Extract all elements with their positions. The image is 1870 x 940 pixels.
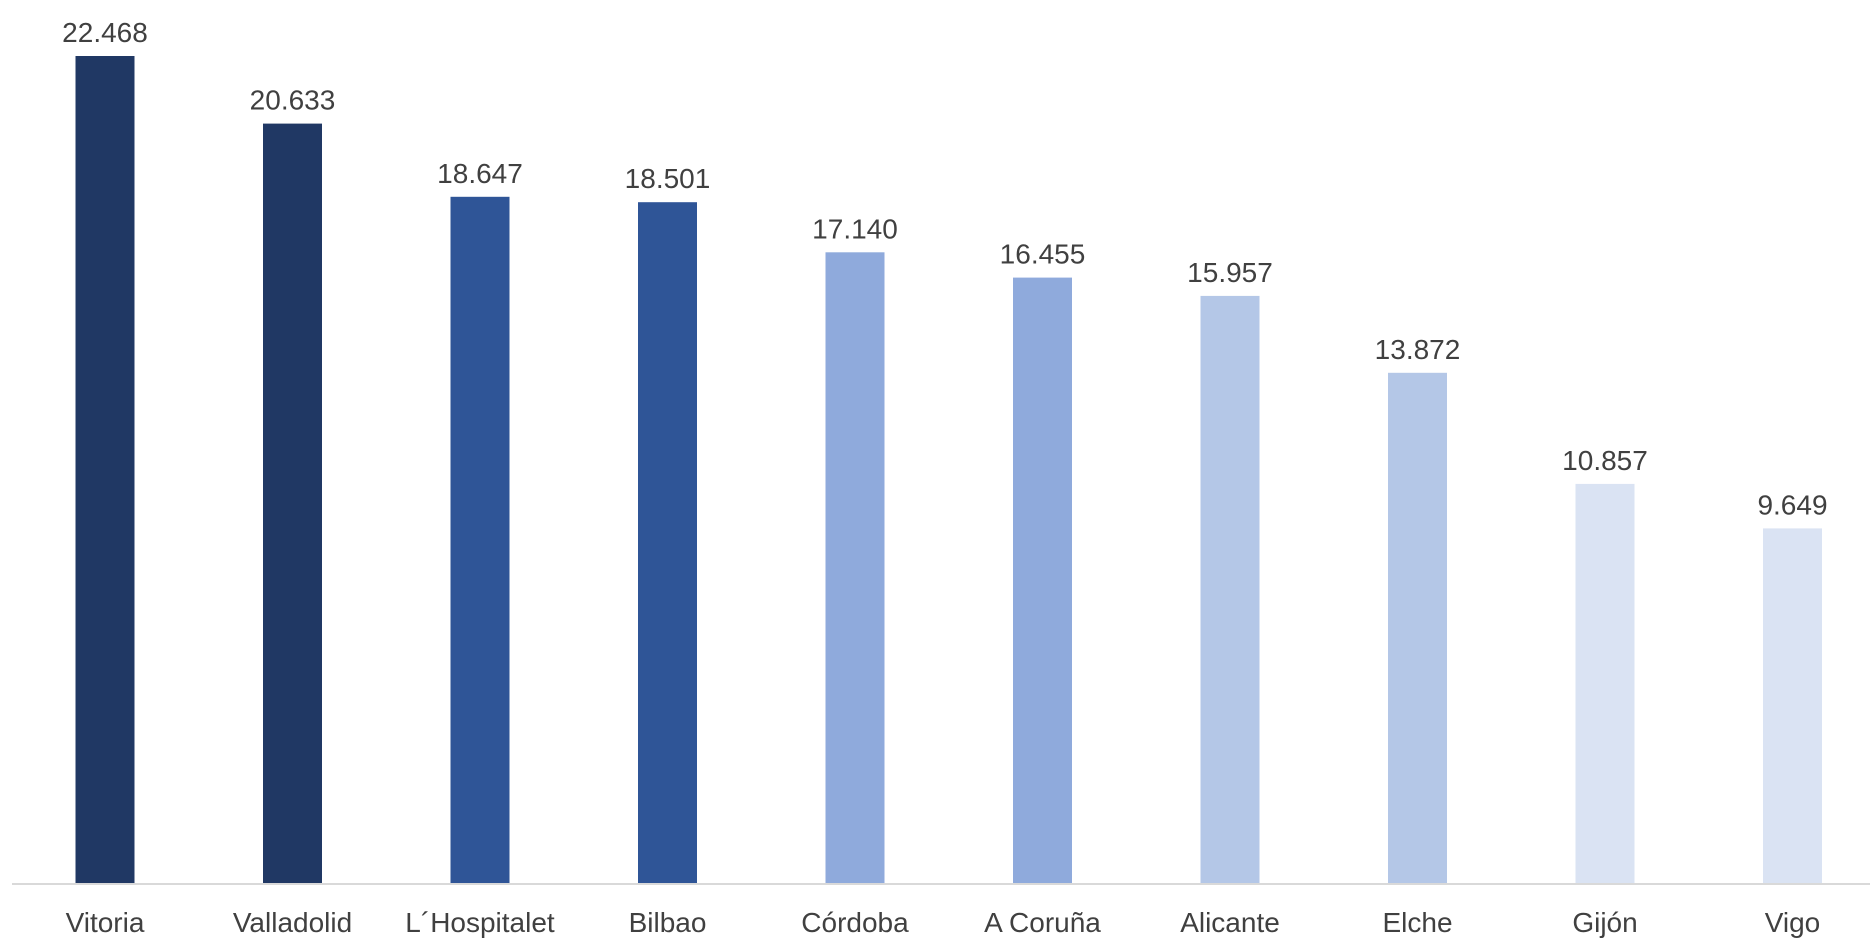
- category-label-9: Vigo: [1765, 907, 1821, 938]
- bar-1: [263, 123, 322, 885]
- value-label-4: 17.140: [812, 213, 898, 244]
- value-label-5: 16.455: [1000, 239, 1086, 270]
- value-label-3: 18.501: [625, 163, 711, 194]
- bar-5: [1013, 277, 1072, 885]
- bar-7: [1388, 372, 1447, 884]
- value-labels-group: 22.468 20.633 18.647 18.501 17.140 16.455 15.9…: [62, 17, 1827, 520]
- bar-0: [75, 56, 135, 884]
- value-label-0: 22.468: [62, 17, 148, 48]
- value-label-9: 9.649: [1757, 489, 1827, 520]
- category-label-6: Alicante: [1180, 907, 1280, 938]
- value-label-1: 20.633: [250, 85, 336, 116]
- value-label-2: 18.647: [437, 158, 523, 189]
- value-label-6: 15.957: [1187, 257, 1273, 288]
- category-labels-group: Vitoria Valladolid L´Hospitalet Bilbao Córdo…: [66, 907, 1821, 938]
- category-label-1: Valladolid: [233, 907, 352, 938]
- category-label-4: Córdoba: [801, 907, 909, 938]
- category-label-0: Vitoria: [66, 907, 145, 938]
- value-label-8: 10.857: [1562, 445, 1648, 476]
- value-label-7: 13.872: [1375, 334, 1461, 365]
- category-label-5: A Coruña: [984, 907, 1101, 938]
- bar-8: [1575, 483, 1635, 884]
- category-label-7: Elche: [1382, 907, 1452, 938]
- bar-4: [825, 252, 885, 885]
- bar-6: [1200, 295, 1260, 884]
- bar-9: [1763, 528, 1822, 884]
- bar-3: [638, 202, 697, 884]
- category-label-8: Gijón: [1572, 907, 1637, 938]
- category-label-3: Bilbao: [629, 907, 707, 938]
- category-label-2: L´Hospitalet: [405, 907, 555, 938]
- bars-group: [75, 56, 1822, 885]
- bar-2: [450, 196, 510, 885]
